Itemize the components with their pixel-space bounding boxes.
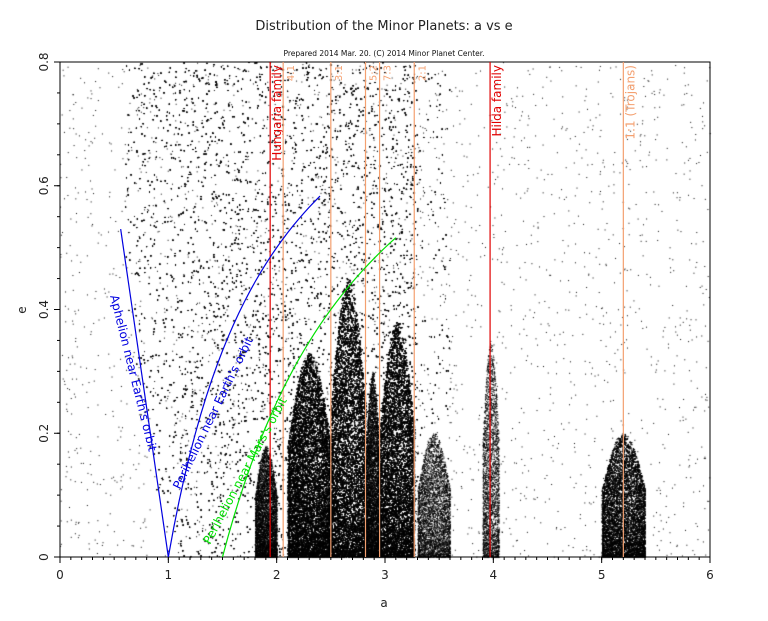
reference-line-label: 5:2 [369, 65, 380, 81]
y-tick-label: 0 [37, 553, 51, 561]
y-tick-label: 0.2 [37, 424, 51, 443]
x-tick-label: 0 [56, 568, 64, 582]
reference-line-label: Hilda family [490, 65, 504, 137]
x-tick-label: 4 [490, 568, 498, 582]
reference-line-label: 3:1 [334, 65, 345, 81]
y-tick-label: 0.4 [37, 300, 51, 319]
reference-line-label: 2:1 [417, 65, 428, 81]
reference-line-label: 4:1 [286, 65, 297, 81]
x-axis-label: a [380, 596, 387, 610]
reference-line-label: 7:3 [383, 65, 394, 81]
orbit-curve [167, 195, 321, 558]
y-tick-label: 0.8 [37, 52, 51, 71]
chart-title: Distribution of the Minor Planets: a vs … [255, 19, 512, 34]
y-axis-label: e [15, 306, 29, 313]
y-tick-label: 0.6 [37, 176, 51, 195]
orbit-curve [221, 237, 397, 558]
x-tick-label: 5 [598, 568, 606, 582]
x-tick-label: 6 [706, 568, 714, 582]
reference-line-label: Hungaria family [270, 65, 284, 161]
x-tick-label: 3 [381, 568, 389, 582]
x-tick-label: 2 [273, 568, 281, 582]
chart-subtitle: Prepared 2014 Mar. 20. (C) 2014 Minor Pl… [283, 49, 484, 58]
orbit-curve [120, 228, 169, 558]
reference-line-label: 1:1 (Trojans) [623, 65, 637, 140]
x-tick-label: 1 [165, 568, 173, 582]
